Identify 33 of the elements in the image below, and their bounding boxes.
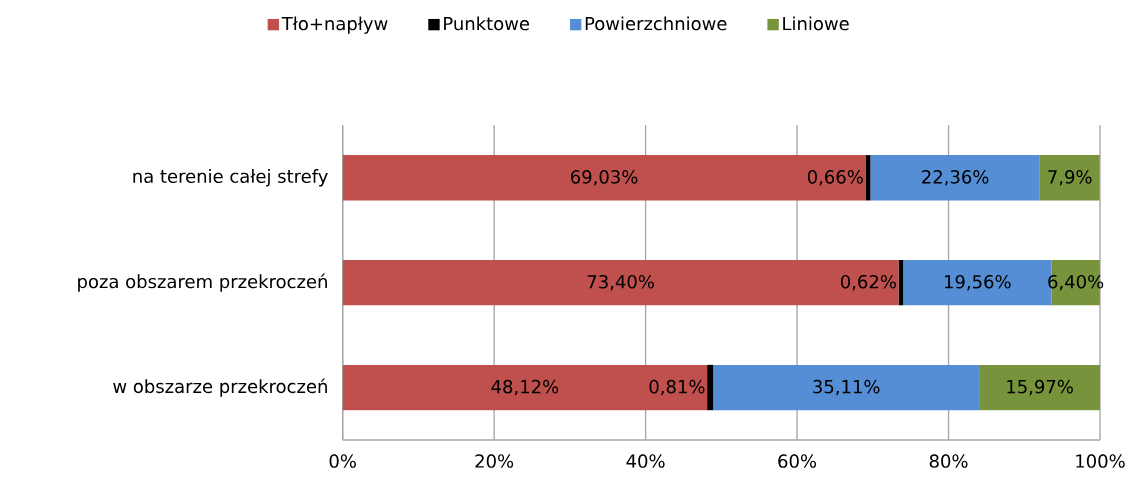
bar (713, 364, 980, 411)
x-tick-label: 80% (929, 454, 968, 468)
bar (342, 364, 708, 411)
bar (1039, 155, 1100, 201)
x-tick-label: 0% (329, 454, 356, 468)
bar (342, 259, 899, 306)
legend-label: Punktowe (444, 16, 530, 31)
x-tick-label: 20% (475, 454, 514, 468)
bar (342, 155, 866, 201)
data-label: 0,62% (840, 274, 896, 291)
data-label: 48,12% (491, 379, 559, 396)
data-label: 7,9% (1048, 170, 1092, 186)
x-tick-label: 100% (1076, 454, 1125, 468)
y-tick-label: na terenie całej strefy (133, 169, 328, 187)
y-tick-label: w obszarze przekroczeń (113, 378, 327, 397)
legend-label: Tło+napływ (281, 16, 388, 34)
data-label: 35,11% (813, 379, 880, 396)
bar (707, 364, 714, 411)
data-label: 69,03% (571, 170, 638, 186)
data-label: 73,40% (587, 274, 654, 291)
x-tick-label: 60% (778, 454, 817, 468)
data-label: 0,81% (649, 379, 705, 396)
data-label: 15,97% (1007, 379, 1073, 396)
legend-label: Powierzchniowe (585, 16, 727, 31)
x-tick-label: 40% (626, 454, 665, 468)
data-label: 22,36% (922, 170, 989, 186)
y-tick-label: poza obszarem przekroczeń (78, 273, 327, 292)
data-label: 0,66% (807, 170, 863, 186)
bar (870, 155, 1040, 201)
bar (865, 155, 871, 201)
data-label: 19,56% (944, 274, 1011, 291)
bar (979, 364, 1100, 411)
legend-label: Liniowe (783, 16, 849, 31)
